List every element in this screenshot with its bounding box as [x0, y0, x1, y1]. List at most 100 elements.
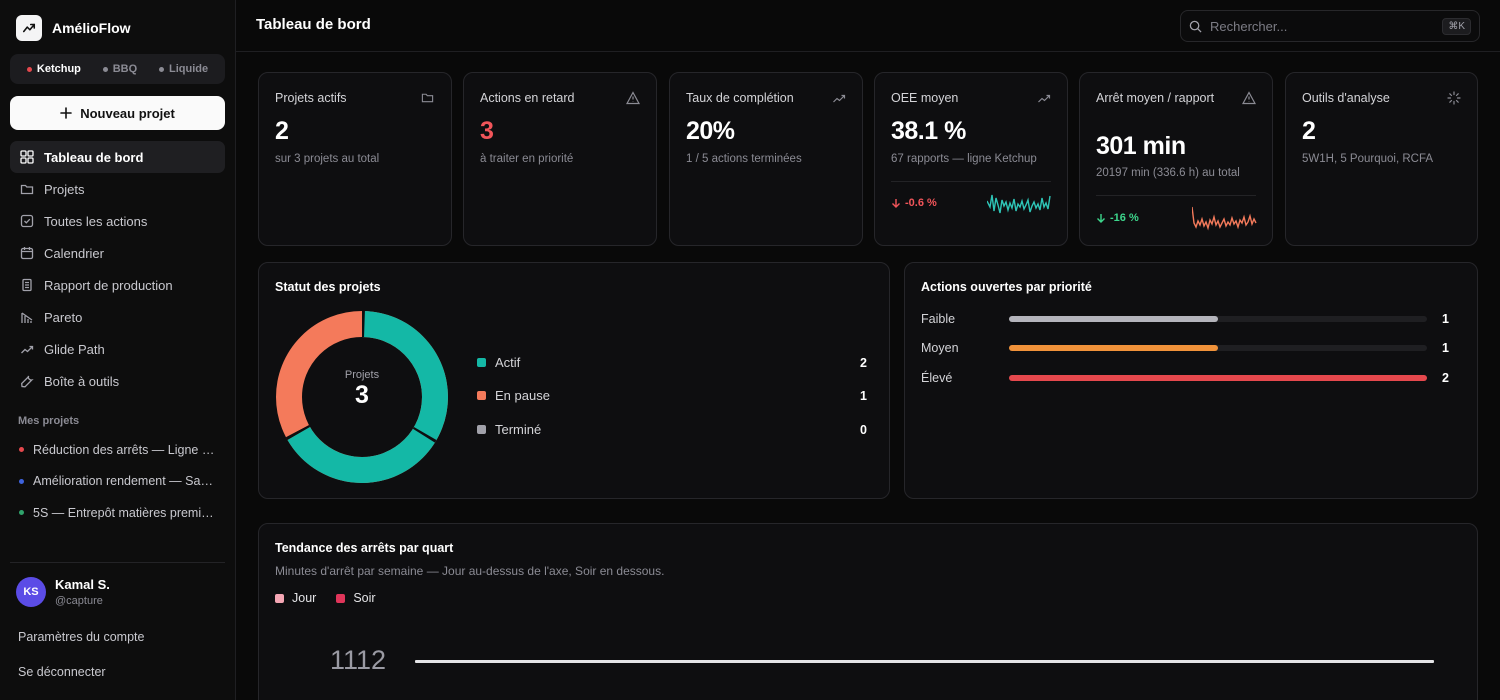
trend-axis-line	[415, 660, 1434, 663]
priority-label: Élevé	[921, 371, 953, 385]
nav-item-label: Toutes les actions	[44, 213, 148, 229]
stat-value: 301 min	[1096, 132, 1186, 160]
nav-item-projects[interactable]: Projets	[10, 173, 225, 205]
sidebar: AmélioFlow Ketchup BBQ Liquide Nouveau p…	[0, 0, 236, 700]
brand-name: AmélioFlow	[52, 20, 131, 36]
search-box[interactable]: ⌘K	[1180, 10, 1480, 42]
brand[interactable]: AmélioFlow	[16, 15, 131, 41]
account-settings-link[interactable]: Paramètres du compte	[18, 630, 145, 644]
priority-bar-fill	[1009, 375, 1427, 381]
line-dot-icon	[102, 66, 108, 72]
stat-title: Taux de complétion	[686, 91, 794, 105]
sidebar-divider	[10, 562, 225, 563]
my-project-item[interactable]: Amélioration rendement — Sauce BBQ	[10, 466, 225, 498]
stat-divider	[1096, 195, 1256, 196]
legend-swatch	[336, 593, 346, 603]
stat-title: Projets actifs	[275, 91, 347, 105]
nav-item-all-actions[interactable]: Toutes les actions	[10, 205, 225, 237]
stat-subtitle: à traiter en priorité	[480, 153, 574, 165]
page-title: Tableau de bord	[256, 16, 371, 33]
line-tab-label: Ketchup	[36, 63, 81, 75]
axis-tick-label: 1112	[330, 645, 387, 675]
my-project-item[interactable]: 5S — Entrepôt matières premières	[10, 497, 225, 529]
priority-bar-fill	[1009, 316, 1218, 322]
trend-legend-item-evening[interactable]: Soir	[336, 591, 376, 605]
priority-label: Moyen	[921, 341, 959, 355]
priority-label: Faible	[921, 312, 956, 326]
stat-subtitle: sur 3 projets au total	[275, 153, 380, 165]
stat-card-oee[interactable]: OEE moyen 38.1 % 67 rapports — ligne Ket…	[874, 72, 1068, 246]
warning-icon	[1241, 91, 1257, 105]
nav-item-label: Glide Path	[44, 341, 105, 357]
legend-label: Terminé	[495, 422, 542, 437]
nav-item-label: Pareto	[44, 309, 83, 325]
project-status-donut: Projets 3	[276, 311, 448, 483]
nav-item-label: Projets	[44, 181, 85, 197]
legend-label: Soir	[353, 591, 376, 605]
priority-value: 1	[1442, 341, 1449, 355]
checkbox-icon	[19, 214, 34, 229]
nav-item-dashboard[interactable]: Tableau de bord	[10, 141, 225, 173]
priority-card: Actions ouvertes par priorité Faible 1 M…	[904, 262, 1478, 499]
user-name: Kamal S.	[55, 577, 110, 592]
panel-title: Statut des projets	[275, 280, 381, 294]
nav-item-label: Tableau de bord	[44, 149, 144, 165]
trend-legend-item-day[interactable]: Jour	[275, 591, 316, 605]
pareto-icon	[19, 310, 34, 325]
nav-item-pareto[interactable]: Pareto	[10, 301, 225, 333]
my-project-item[interactable]: Réduction des arrêts — Ligne Ketchup	[10, 434, 225, 466]
stat-card-analysis-tools[interactable]: Outils d'analyse 2 5W1H, 5 Pourquoi, RCF…	[1285, 72, 1478, 246]
line-tab-bbq[interactable]: BBQ	[97, 59, 143, 79]
stat-card-late-actions[interactable]: Actions en retard 3 à traiter en priorit…	[463, 72, 657, 246]
stat-card-completion-rate[interactable]: Taux de complétion 20% 1 / 5 actions ter…	[669, 72, 863, 246]
legend-swatch	[275, 593, 284, 603]
main-nav: Tableau de bord Projets Toutes les actio…	[10, 141, 225, 397]
folder-icon	[421, 91, 435, 105]
search-shortcut: ⌘K	[1442, 17, 1471, 35]
line-tab-label: Liquide	[168, 63, 209, 75]
nav-item-label: Rapport de production	[44, 277, 173, 293]
my-projects-list: Réduction des arrêts — Ligne Ketchup Amé…	[10, 434, 225, 529]
nav-item-calendar[interactable]: Calendrier	[10, 237, 225, 269]
legend-value: 2	[860, 355, 867, 370]
calendar-icon	[19, 246, 34, 261]
legend-value: 0	[860, 422, 867, 437]
nav-item-label: Calendrier	[44, 245, 104, 261]
stat-card-avg-downtime[interactable]: Arrêt moyen / rapport 301 min 20197 min …	[1079, 72, 1273, 246]
downtime-trend-card: Tendance des arrêts par quart Minutes d'…	[258, 523, 1478, 700]
status-legend-row: Actif 2	[477, 355, 867, 370]
logout-link[interactable]: Se déconnecter	[18, 665, 106, 679]
user-profile[interactable]: KS Kamal S. @capture	[16, 577, 110, 607]
stat-delta: -16 %	[1096, 212, 1139, 224]
grid-icon	[19, 150, 34, 165]
priority-bar-fill	[1009, 345, 1218, 351]
project-status-card: Statut des projets Projets 3 Actif 2 En …	[258, 262, 890, 499]
new-project-button[interactable]: Nouveau projet	[10, 96, 225, 130]
nav-item-toolbox[interactable]: Boîte à outils	[10, 365, 225, 397]
priority-bar-track	[1009, 345, 1427, 351]
brand-logo-icon	[16, 15, 42, 41]
nav-item-glide-path[interactable]: Glide Path	[10, 333, 225, 365]
trend-up-icon	[1037, 91, 1051, 105]
report-icon	[19, 278, 34, 293]
search-input[interactable]	[1210, 18, 1435, 34]
priority-row: Faible 1	[921, 312, 1449, 326]
new-project-label: Nouveau projet	[80, 105, 175, 121]
stat-card-active-projects[interactable]: Projets actifs 2 sur 3 projets au total	[258, 72, 452, 246]
status-legend-row: En pause 1	[477, 388, 867, 403]
stat-title: Arrêt moyen / rapport	[1096, 91, 1215, 105]
nav-item-production-report[interactable]: Rapport de production	[10, 269, 225, 301]
line-tab-liquide[interactable]: Liquide	[153, 59, 214, 79]
user-handle: @capture	[55, 595, 103, 607]
priority-row: Moyen 1	[921, 341, 1449, 355]
arrow-down-icon	[892, 199, 900, 208]
spinner-icon	[1447, 91, 1461, 105]
priority-row: Élevé 2	[921, 371, 1449, 385]
legend-swatch	[477, 358, 486, 367]
stat-subtitle: 20197 min (336.6 h) au total	[1096, 167, 1240, 179]
line-tab-ketchup[interactable]: Ketchup	[21, 59, 87, 79]
plus-icon	[60, 107, 72, 119]
line-dot-icon	[26, 66, 32, 72]
line-switcher: Ketchup BBQ Liquide	[10, 54, 225, 84]
